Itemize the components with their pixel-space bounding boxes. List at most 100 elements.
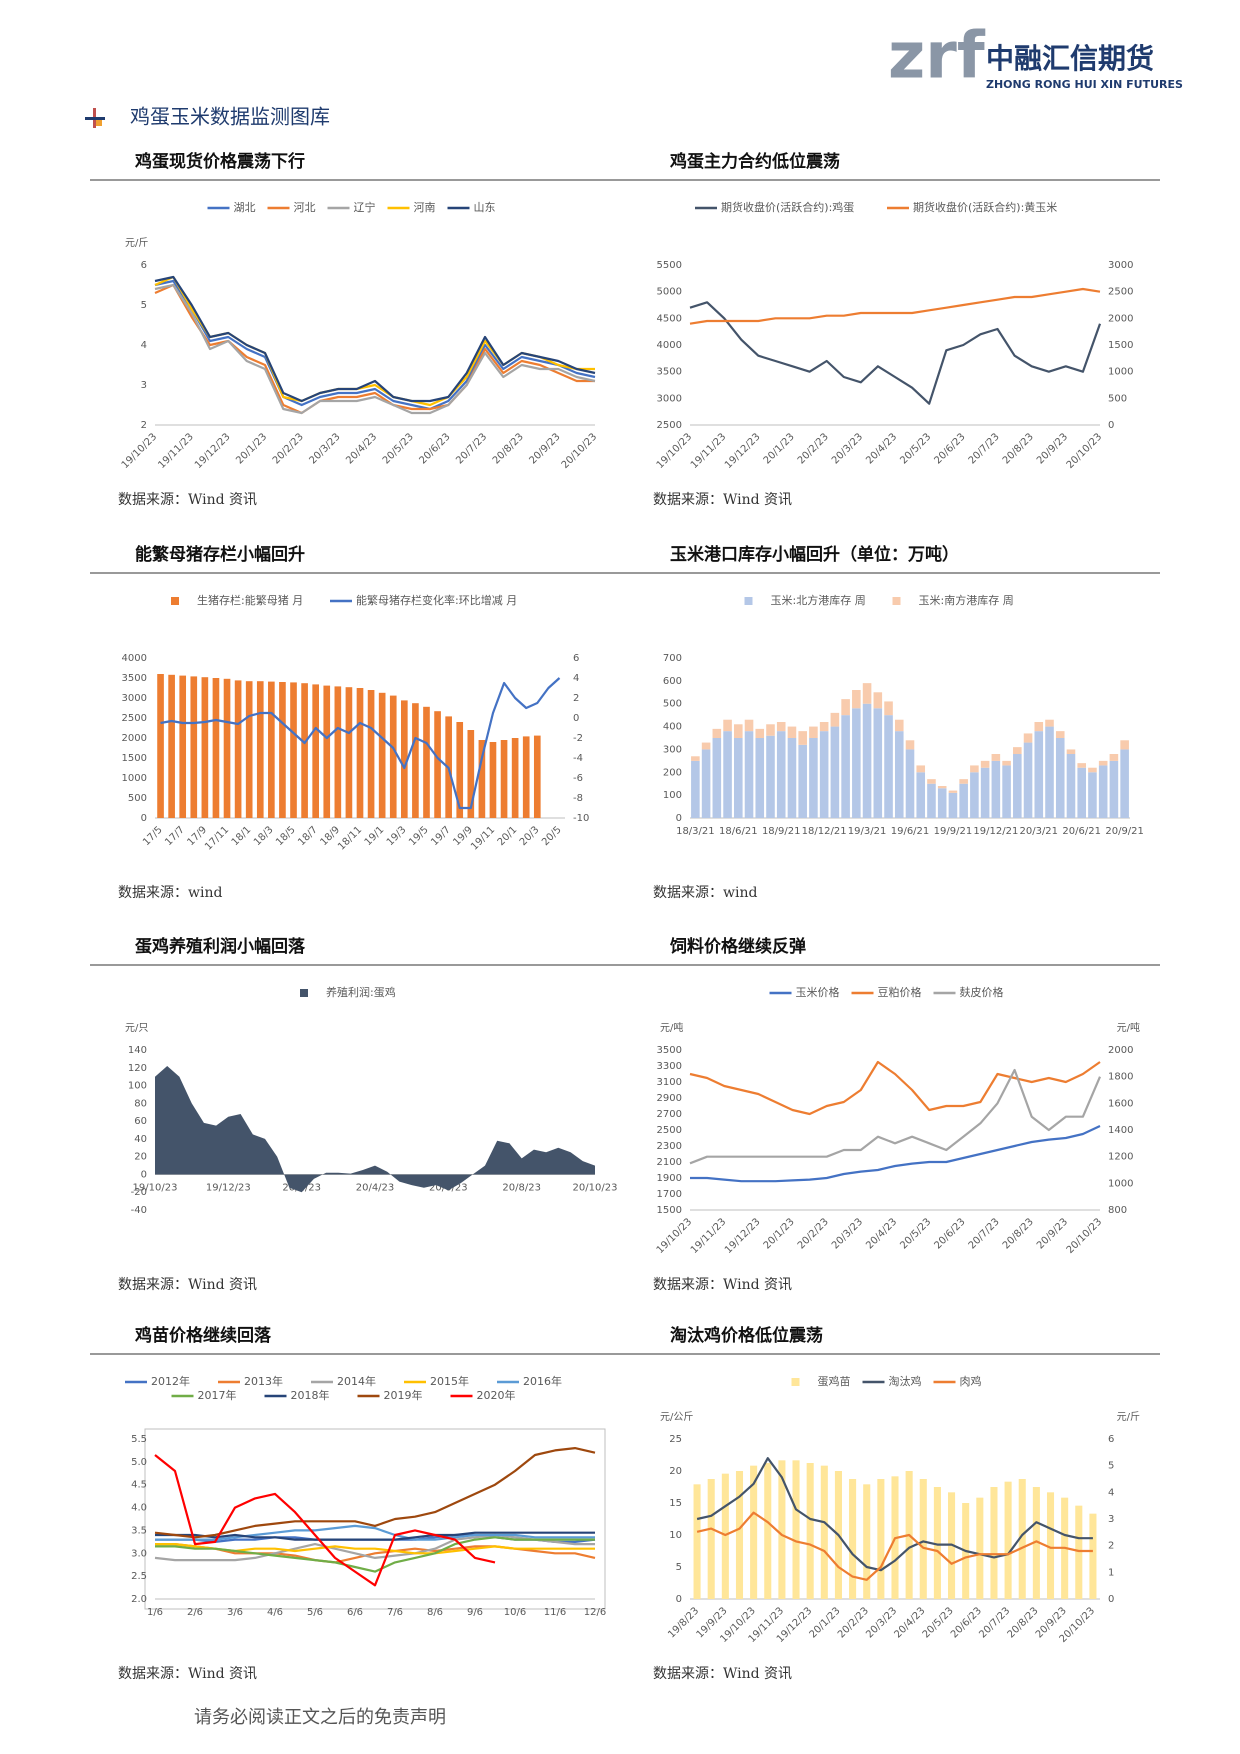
y-tick-label: 5 bbox=[141, 300, 147, 311]
legend-label: 豆粕价格 bbox=[878, 985, 922, 999]
legend-label: 山东 bbox=[474, 201, 496, 214]
bar bbox=[723, 719, 732, 732]
x-tick-label: 20/7/23 bbox=[967, 431, 1002, 466]
bar bbox=[1055, 738, 1065, 818]
legend-label: 养殖利润:蛋鸡 bbox=[326, 985, 396, 999]
legend-label: 湖北 bbox=[234, 201, 256, 214]
legend-label: 2020年 bbox=[477, 1388, 516, 1402]
x-tick-label: 18/3 bbox=[252, 824, 276, 848]
bar bbox=[190, 676, 198, 818]
bar bbox=[830, 712, 840, 727]
bar bbox=[776, 722, 786, 732]
bar bbox=[927, 783, 936, 818]
y-tick-label: 10 bbox=[669, 1530, 682, 1541]
y2-tick-label: 1600 bbox=[1108, 1098, 1133, 1109]
bar bbox=[991, 760, 1001, 818]
line bbox=[154, 283, 595, 415]
bar bbox=[1077, 763, 1086, 768]
bar bbox=[1088, 767, 1097, 773]
line bbox=[155, 1531, 595, 1541]
brand-en: ZHONG RONG HUI XIN FUTURES bbox=[986, 78, 1183, 91]
bar bbox=[884, 715, 893, 818]
line bbox=[154, 275, 595, 407]
bar bbox=[707, 1479, 715, 1599]
bar bbox=[841, 715, 850, 818]
chart-title: 淘汰鸡价格低位震荡 bbox=[670, 1325, 823, 1346]
bar bbox=[766, 724, 775, 736]
x-tick-label: 18/7 bbox=[296, 824, 320, 848]
x-tick-label: 17/5 bbox=[141, 824, 165, 848]
legend-label: 期货收盘价(活跃合约):黄玉米 bbox=[913, 200, 1057, 214]
bar bbox=[478, 740, 486, 818]
x-tick-label: 19/10/23 bbox=[655, 1216, 695, 1256]
bar bbox=[766, 735, 775, 818]
chart-title: 能繁母猪存栏小幅回升 bbox=[135, 544, 305, 565]
x-tick-label: 10/6 bbox=[504, 1607, 526, 1618]
x-tick-label: 19/3/21 bbox=[848, 826, 887, 837]
x-tick-label: 4/6 bbox=[267, 1607, 283, 1618]
y-tick-label: 2900 bbox=[657, 1093, 682, 1104]
bar bbox=[862, 703, 872, 818]
bar bbox=[701, 749, 711, 818]
bar bbox=[234, 680, 242, 818]
legend-label: 2014年 bbox=[337, 1374, 376, 1388]
line bbox=[689, 301, 1102, 405]
bar bbox=[798, 731, 807, 745]
bar bbox=[820, 1465, 828, 1599]
bar bbox=[734, 738, 743, 818]
y-unit: 元/只 bbox=[125, 1023, 148, 1034]
y2-tick-label: 4 bbox=[1108, 1487, 1114, 1498]
x-tick-label: 20/1/23 bbox=[762, 431, 797, 466]
y2-tick-label: 2 bbox=[573, 693, 579, 704]
legend-label: 生猪存栏:能繁母猪 月 bbox=[197, 593, 303, 607]
line bbox=[155, 1524, 595, 1541]
x-tick-label: 19/9/21 bbox=[934, 826, 973, 837]
bar bbox=[976, 1497, 984, 1599]
bar bbox=[1089, 1513, 1097, 1599]
x-tick-label: 20/5/23 bbox=[898, 1216, 933, 1251]
legend-label: 玉米价格 bbox=[796, 985, 840, 999]
bar bbox=[1098, 765, 1108, 818]
legend-label: 淘汰鸡 bbox=[889, 1374, 922, 1388]
x-tick-label: 18/3/21 bbox=[676, 826, 715, 837]
bar bbox=[223, 678, 231, 818]
bar bbox=[819, 731, 829, 818]
bar bbox=[764, 1463, 772, 1599]
y-tick-label: 100 bbox=[128, 1081, 147, 1092]
bar bbox=[356, 688, 364, 818]
brand: 中融汇信期货 bbox=[986, 42, 1154, 75]
x-tick-label: 2/6 bbox=[187, 1607, 203, 1618]
x-tick-label: 7/6 bbox=[387, 1607, 403, 1618]
chart-title: 蛋鸡养殖利润小幅回落 bbox=[135, 936, 306, 957]
x-tick-label: 19/3 bbox=[385, 824, 409, 848]
bar bbox=[256, 681, 264, 818]
x-tick-label: 20/5 bbox=[540, 824, 564, 848]
x-tick-label: 19/11 bbox=[469, 824, 497, 852]
bar bbox=[744, 719, 754, 732]
x-tick-label: 20/5/23 bbox=[381, 431, 416, 466]
y-tick-label: 5000 bbox=[657, 287, 682, 298]
y-tick-label: 3.0 bbox=[131, 1548, 147, 1559]
line bbox=[154, 283, 596, 415]
chart-title: 鸡苗价格继续回落 bbox=[134, 1325, 272, 1346]
line bbox=[155, 1536, 595, 1573]
x-tick-label: 20/1 bbox=[496, 824, 520, 848]
bar bbox=[1066, 754, 1076, 818]
y-tick-label: 3300 bbox=[657, 1061, 682, 1072]
y-tick-label: 1000 bbox=[122, 773, 147, 784]
y-tick-label: 20 bbox=[669, 1466, 682, 1477]
chart-title: 鸡蛋现货价格震荡下行 bbox=[134, 151, 305, 172]
y-tick-label: 120 bbox=[128, 1063, 147, 1074]
y-tick-label: 4500 bbox=[657, 313, 682, 324]
y-tick-label: 2100 bbox=[657, 1157, 682, 1168]
bar bbox=[1023, 742, 1033, 818]
bar bbox=[792, 1460, 800, 1599]
y-tick-label: 25 bbox=[669, 1434, 682, 1445]
bar bbox=[500, 740, 508, 818]
bar bbox=[1032, 1487, 1040, 1599]
x-tick-label: 20/2/23 bbox=[796, 431, 831, 466]
bar bbox=[830, 726, 840, 818]
bar bbox=[279, 682, 286, 818]
bar bbox=[980, 767, 990, 818]
legend-label: 2012年 bbox=[151, 1374, 190, 1388]
